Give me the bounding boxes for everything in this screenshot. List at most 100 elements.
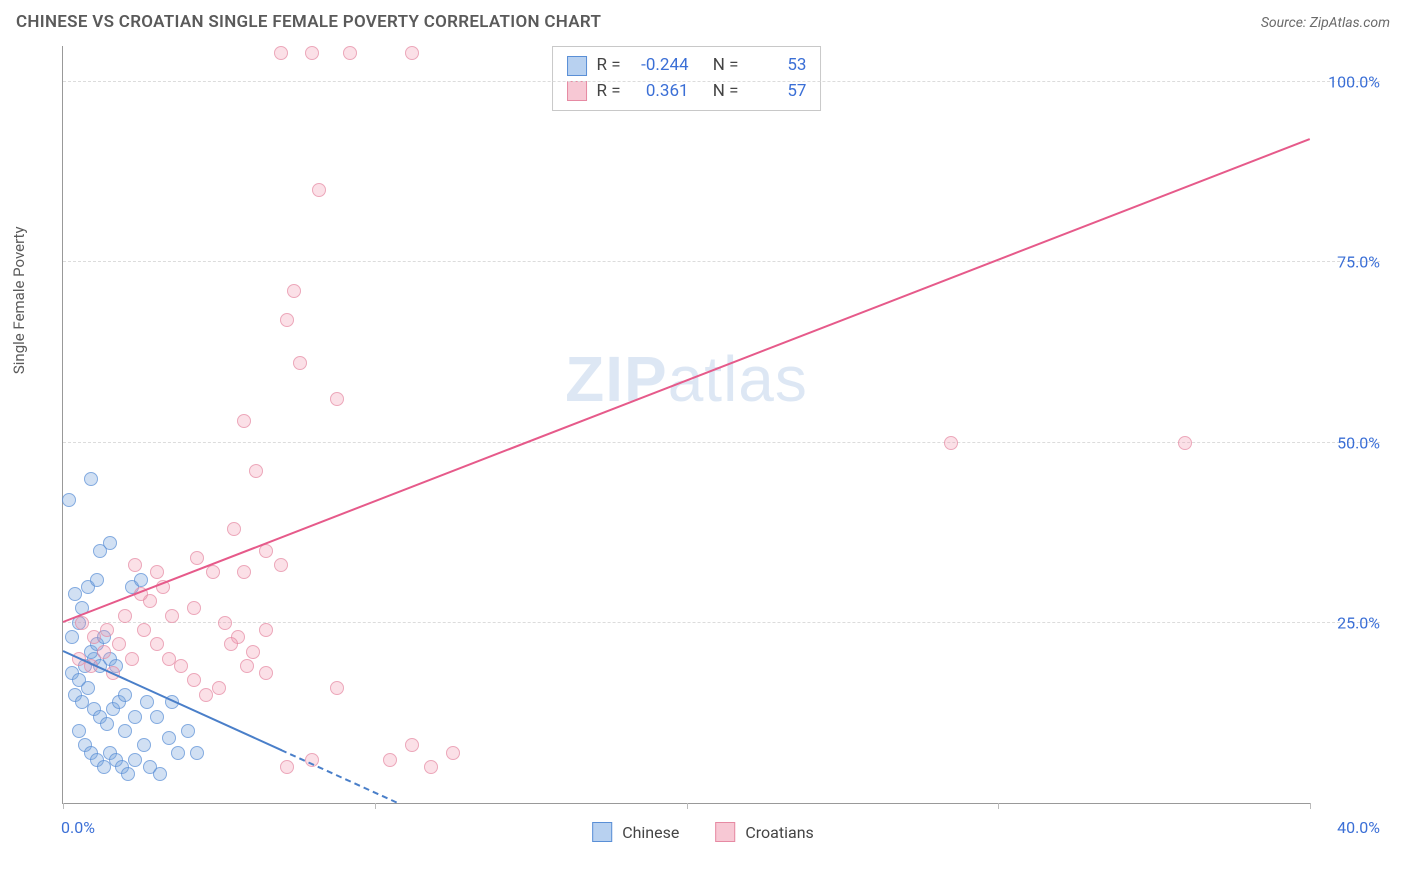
data-point-croatians xyxy=(190,551,204,565)
data-point-chinese xyxy=(90,573,104,587)
correlation-legend: R = -0.244 N = 53 R = 0.361 N = 57 xyxy=(552,46,822,111)
chart-title: CHINESE VS CROATIAN SINGLE FEMALE POVERT… xyxy=(16,12,601,32)
y-axis-label: Single Female Poverty xyxy=(10,226,28,374)
data-point-croatians xyxy=(206,565,220,579)
data-point-croatians xyxy=(274,558,288,572)
legend-label-chinese: Chinese xyxy=(622,823,679,842)
r-label: R = xyxy=(597,53,621,79)
legend-row-croatians: R = 0.361 N = 57 xyxy=(567,79,807,105)
data-point-croatians xyxy=(227,522,241,536)
data-point-croatians xyxy=(944,436,958,450)
source-label: Source: xyxy=(1261,15,1306,31)
header: CHINESE VS CROATIAN SINGLE FEMALE POVERT… xyxy=(16,12,1390,32)
data-point-croatians xyxy=(118,609,132,623)
n-value-chinese: 53 xyxy=(748,53,806,79)
x-tick-mark xyxy=(63,803,64,809)
data-point-croatians xyxy=(280,313,294,327)
r-value-croatians: 0.361 xyxy=(631,79,689,105)
data-point-croatians xyxy=(1178,436,1192,450)
data-point-croatians xyxy=(224,637,238,651)
r-value-chinese: -0.244 xyxy=(631,53,689,79)
data-point-croatians xyxy=(330,681,344,695)
data-point-chinese xyxy=(181,724,195,738)
source-name: ZipAtlas.com xyxy=(1310,15,1390,31)
data-point-chinese xyxy=(100,717,114,731)
data-point-croatians xyxy=(405,46,419,60)
regression-line xyxy=(63,138,1311,623)
data-point-croatians xyxy=(446,746,460,760)
data-point-croatians xyxy=(128,558,142,572)
data-point-croatians xyxy=(343,46,357,60)
data-point-croatians xyxy=(312,183,326,197)
data-point-chinese xyxy=(190,746,204,760)
chart-container: CHINESE VS CROATIAN SINGLE FEMALE POVERT… xyxy=(0,0,1406,892)
data-point-croatians xyxy=(187,601,201,615)
data-point-croatians xyxy=(150,565,164,579)
data-point-croatians xyxy=(237,414,251,428)
data-point-chinese xyxy=(162,731,176,745)
regression-line xyxy=(281,749,397,803)
data-point-chinese xyxy=(137,738,151,752)
y-tick-label: 75.0% xyxy=(1316,253,1380,272)
data-point-croatians xyxy=(97,645,111,659)
swatch-croatians-bottom xyxy=(715,822,735,842)
data-point-chinese xyxy=(153,767,167,781)
data-point-croatians xyxy=(187,673,201,687)
data-point-croatians xyxy=(174,659,188,673)
gridline xyxy=(63,622,1380,623)
data-point-croatians xyxy=(150,637,164,651)
swatch-chinese xyxy=(567,56,587,76)
data-point-croatians xyxy=(330,392,344,406)
r-label: R = xyxy=(597,79,621,105)
data-point-chinese xyxy=(140,695,154,709)
n-label: N = xyxy=(713,53,739,79)
data-point-croatians xyxy=(293,356,307,370)
data-point-chinese xyxy=(84,472,98,486)
x-tick-mark xyxy=(1310,803,1311,809)
data-point-chinese xyxy=(118,688,132,702)
data-point-croatians xyxy=(424,760,438,774)
x-tick-mark xyxy=(687,803,688,809)
data-point-croatians xyxy=(112,637,126,651)
data-point-croatians xyxy=(218,616,232,630)
x-tick-mark xyxy=(375,803,376,809)
data-point-chinese xyxy=(118,724,132,738)
legend-row-chinese: R = -0.244 N = 53 xyxy=(567,53,807,79)
legend-item-croatians: Croatians xyxy=(715,822,813,842)
data-point-croatians xyxy=(237,565,251,579)
source: Source: ZipAtlas.com xyxy=(1261,15,1390,31)
y-tick-label: 25.0% xyxy=(1316,613,1380,632)
data-point-croatians xyxy=(137,623,151,637)
data-point-chinese xyxy=(81,681,95,695)
data-point-croatians xyxy=(100,623,114,637)
gridline xyxy=(63,261,1380,262)
data-point-chinese xyxy=(128,753,142,767)
gridline xyxy=(63,81,1380,82)
legend-item-chinese: Chinese xyxy=(592,822,679,842)
data-point-croatians xyxy=(383,753,397,767)
watermark-bold: ZIP xyxy=(565,343,668,415)
y-tick-label: 100.0% xyxy=(1316,73,1380,92)
legend-label-croatians: Croatians xyxy=(745,823,813,842)
data-point-croatians xyxy=(274,46,288,60)
data-point-croatians xyxy=(249,464,263,478)
data-point-croatians xyxy=(259,623,273,637)
n-label: N = xyxy=(713,79,739,105)
data-point-chinese xyxy=(128,710,142,724)
data-point-croatians xyxy=(280,760,294,774)
data-point-chinese xyxy=(150,710,164,724)
data-point-chinese xyxy=(134,573,148,587)
plot-region: ZIPatlas R = -0.244 N = 53 R = 0.361 N = xyxy=(62,46,1310,804)
data-point-croatians xyxy=(405,738,419,752)
x-tick-mark xyxy=(998,803,999,809)
data-point-croatians xyxy=(305,46,319,60)
swatch-chinese-bottom xyxy=(592,822,612,842)
data-point-croatians xyxy=(240,659,254,673)
data-point-croatians xyxy=(125,652,139,666)
data-point-chinese xyxy=(171,746,185,760)
n-value-croatians: 57 xyxy=(748,79,806,105)
y-tick-label: 50.0% xyxy=(1316,433,1380,452)
data-point-chinese xyxy=(121,767,135,781)
swatch-croatians xyxy=(567,81,587,101)
data-point-chinese xyxy=(72,724,86,738)
